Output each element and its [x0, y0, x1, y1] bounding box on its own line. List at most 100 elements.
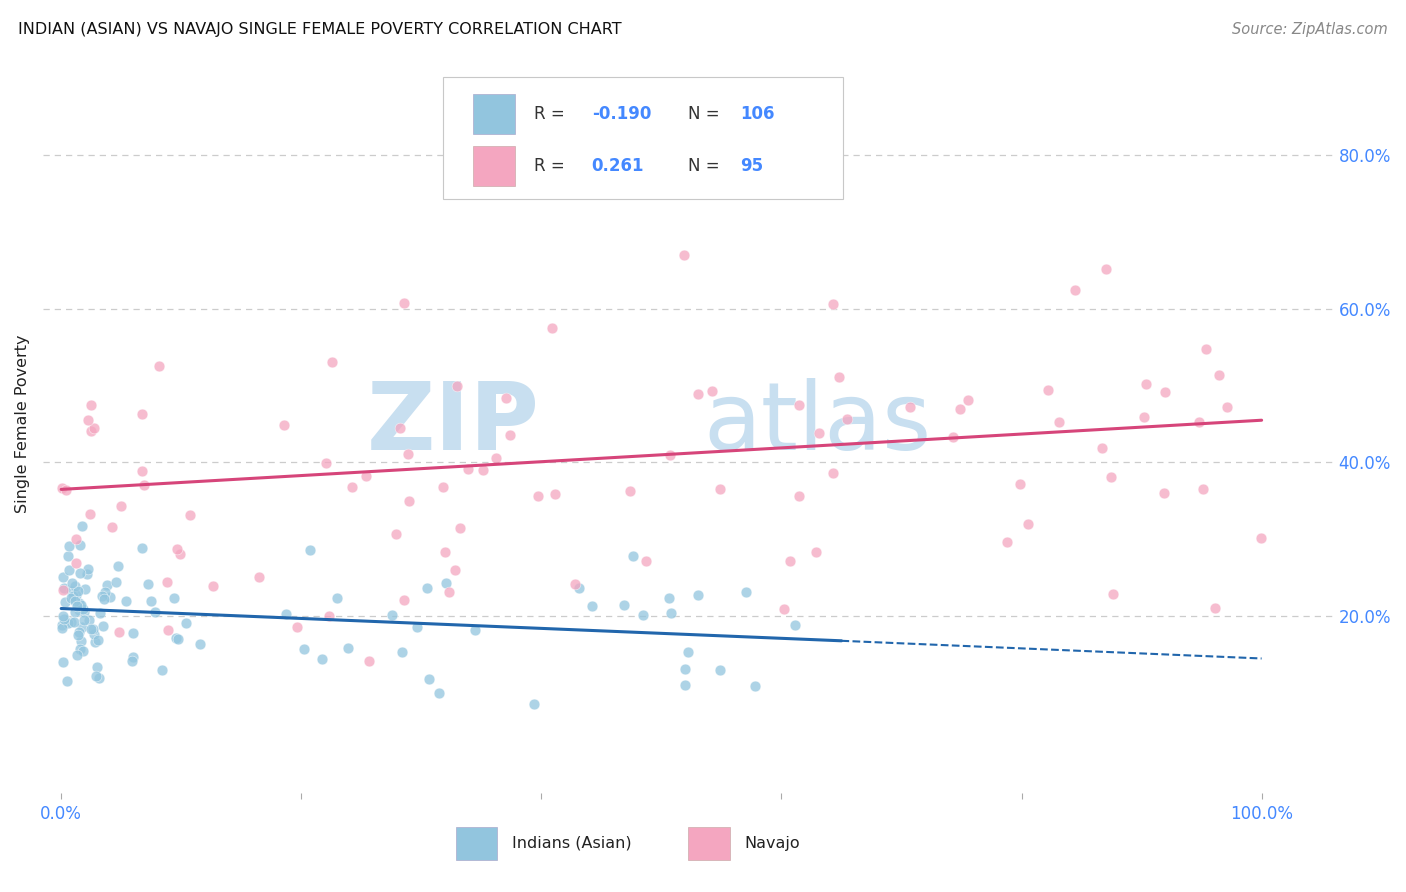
Point [1204, 600, 1226, 615]
Point [315, 456, 337, 470]
Point [122, 625, 145, 640]
Point [1094, 261, 1116, 276]
Point [779, 554, 801, 568]
Text: INDIAN (ASIAN) VS NAVAJO SINGLE FEMALE POVERTY CORRELATION CHART: INDIAN (ASIAN) VS NAVAJO SINGLE FEMALE P… [18, 22, 621, 37]
Point [541, 321, 564, 335]
Point [247, 570, 270, 584]
Point [398, 494, 420, 508]
Point [66, 628, 89, 642]
Point [69, 538, 91, 552]
Text: Indians (Asian): Indians (Asian) [512, 836, 631, 851]
Point [949, 402, 972, 417]
Point [63, 578, 86, 592]
Point [148, 359, 170, 374]
Point [311, 652, 333, 666]
Point [427, 685, 450, 699]
Point [621, 549, 644, 563]
Point [174, 616, 197, 631]
Point [274, 607, 297, 621]
Point [69, 598, 91, 612]
Point [201, 579, 224, 593]
Point [709, 663, 731, 677]
Point [631, 607, 654, 622]
Point [1101, 586, 1123, 600]
Point [823, 466, 845, 480]
Point [150, 663, 173, 677]
Bar [456, 827, 498, 860]
FancyBboxPatch shape [443, 78, 844, 199]
Point [67, 603, 90, 617]
Point [495, 391, 517, 405]
Point [676, 645, 699, 659]
Point [443, 563, 465, 577]
Point [62, 589, 84, 603]
Point [526, 489, 548, 503]
Point [70, 620, 93, 634]
Point [394, 296, 416, 310]
Point [132, 478, 155, 492]
Point [416, 581, 439, 595]
Point [326, 591, 349, 606]
Point [122, 650, 145, 665]
Point [107, 559, 129, 574]
Point [1195, 342, 1218, 356]
Point [336, 640, 359, 655]
Point [58, 539, 80, 553]
Point [673, 678, 696, 692]
Point [51, 621, 73, 635]
Point [58, 549, 80, 564]
Point [418, 672, 440, 686]
Point [1017, 517, 1039, 532]
Point [65, 588, 87, 602]
Point [1091, 441, 1114, 455]
Point [65, 556, 87, 570]
Bar [472, 94, 516, 135]
Point [744, 679, 766, 693]
Point [77, 613, 100, 627]
Point [188, 637, 211, 651]
Point [321, 355, 343, 369]
Point [273, 417, 295, 432]
Point [110, 499, 132, 513]
Point [89, 606, 111, 620]
Point [659, 448, 682, 462]
Point [131, 407, 153, 421]
Point [89, 671, 111, 685]
Point [292, 641, 315, 656]
Point [52, 655, 75, 669]
Point [439, 585, 461, 599]
Point [70, 519, 93, 533]
Point [66, 583, 89, 598]
Point [619, 483, 641, 498]
Point [72, 644, 94, 658]
Point [169, 547, 191, 561]
Bar [689, 827, 730, 860]
Point [108, 624, 131, 639]
Point [86, 659, 108, 673]
Point [59, 591, 82, 606]
Text: Navajo: Navajo [744, 836, 800, 851]
Point [55, 595, 77, 609]
Point [91, 619, 114, 633]
Text: Source: ZipAtlas.com: Source: ZipAtlas.com [1232, 22, 1388, 37]
Point [634, 553, 657, 567]
Point [787, 398, 810, 412]
Point [464, 624, 486, 638]
Text: ZIP: ZIP [367, 378, 540, 470]
Point [457, 462, 479, 476]
Point [59, 615, 82, 629]
Point [807, 425, 830, 440]
Point [381, 608, 404, 623]
Point [827, 370, 849, 384]
Point [1008, 477, 1031, 491]
Point [499, 427, 522, 442]
Point [83, 627, 105, 641]
Point [1153, 485, 1175, 500]
Point [436, 576, 458, 591]
Point [66, 599, 89, 613]
Text: R =: R = [533, 105, 569, 123]
Point [389, 421, 412, 435]
Point [898, 400, 921, 414]
Point [67, 625, 90, 640]
Point [471, 463, 494, 477]
